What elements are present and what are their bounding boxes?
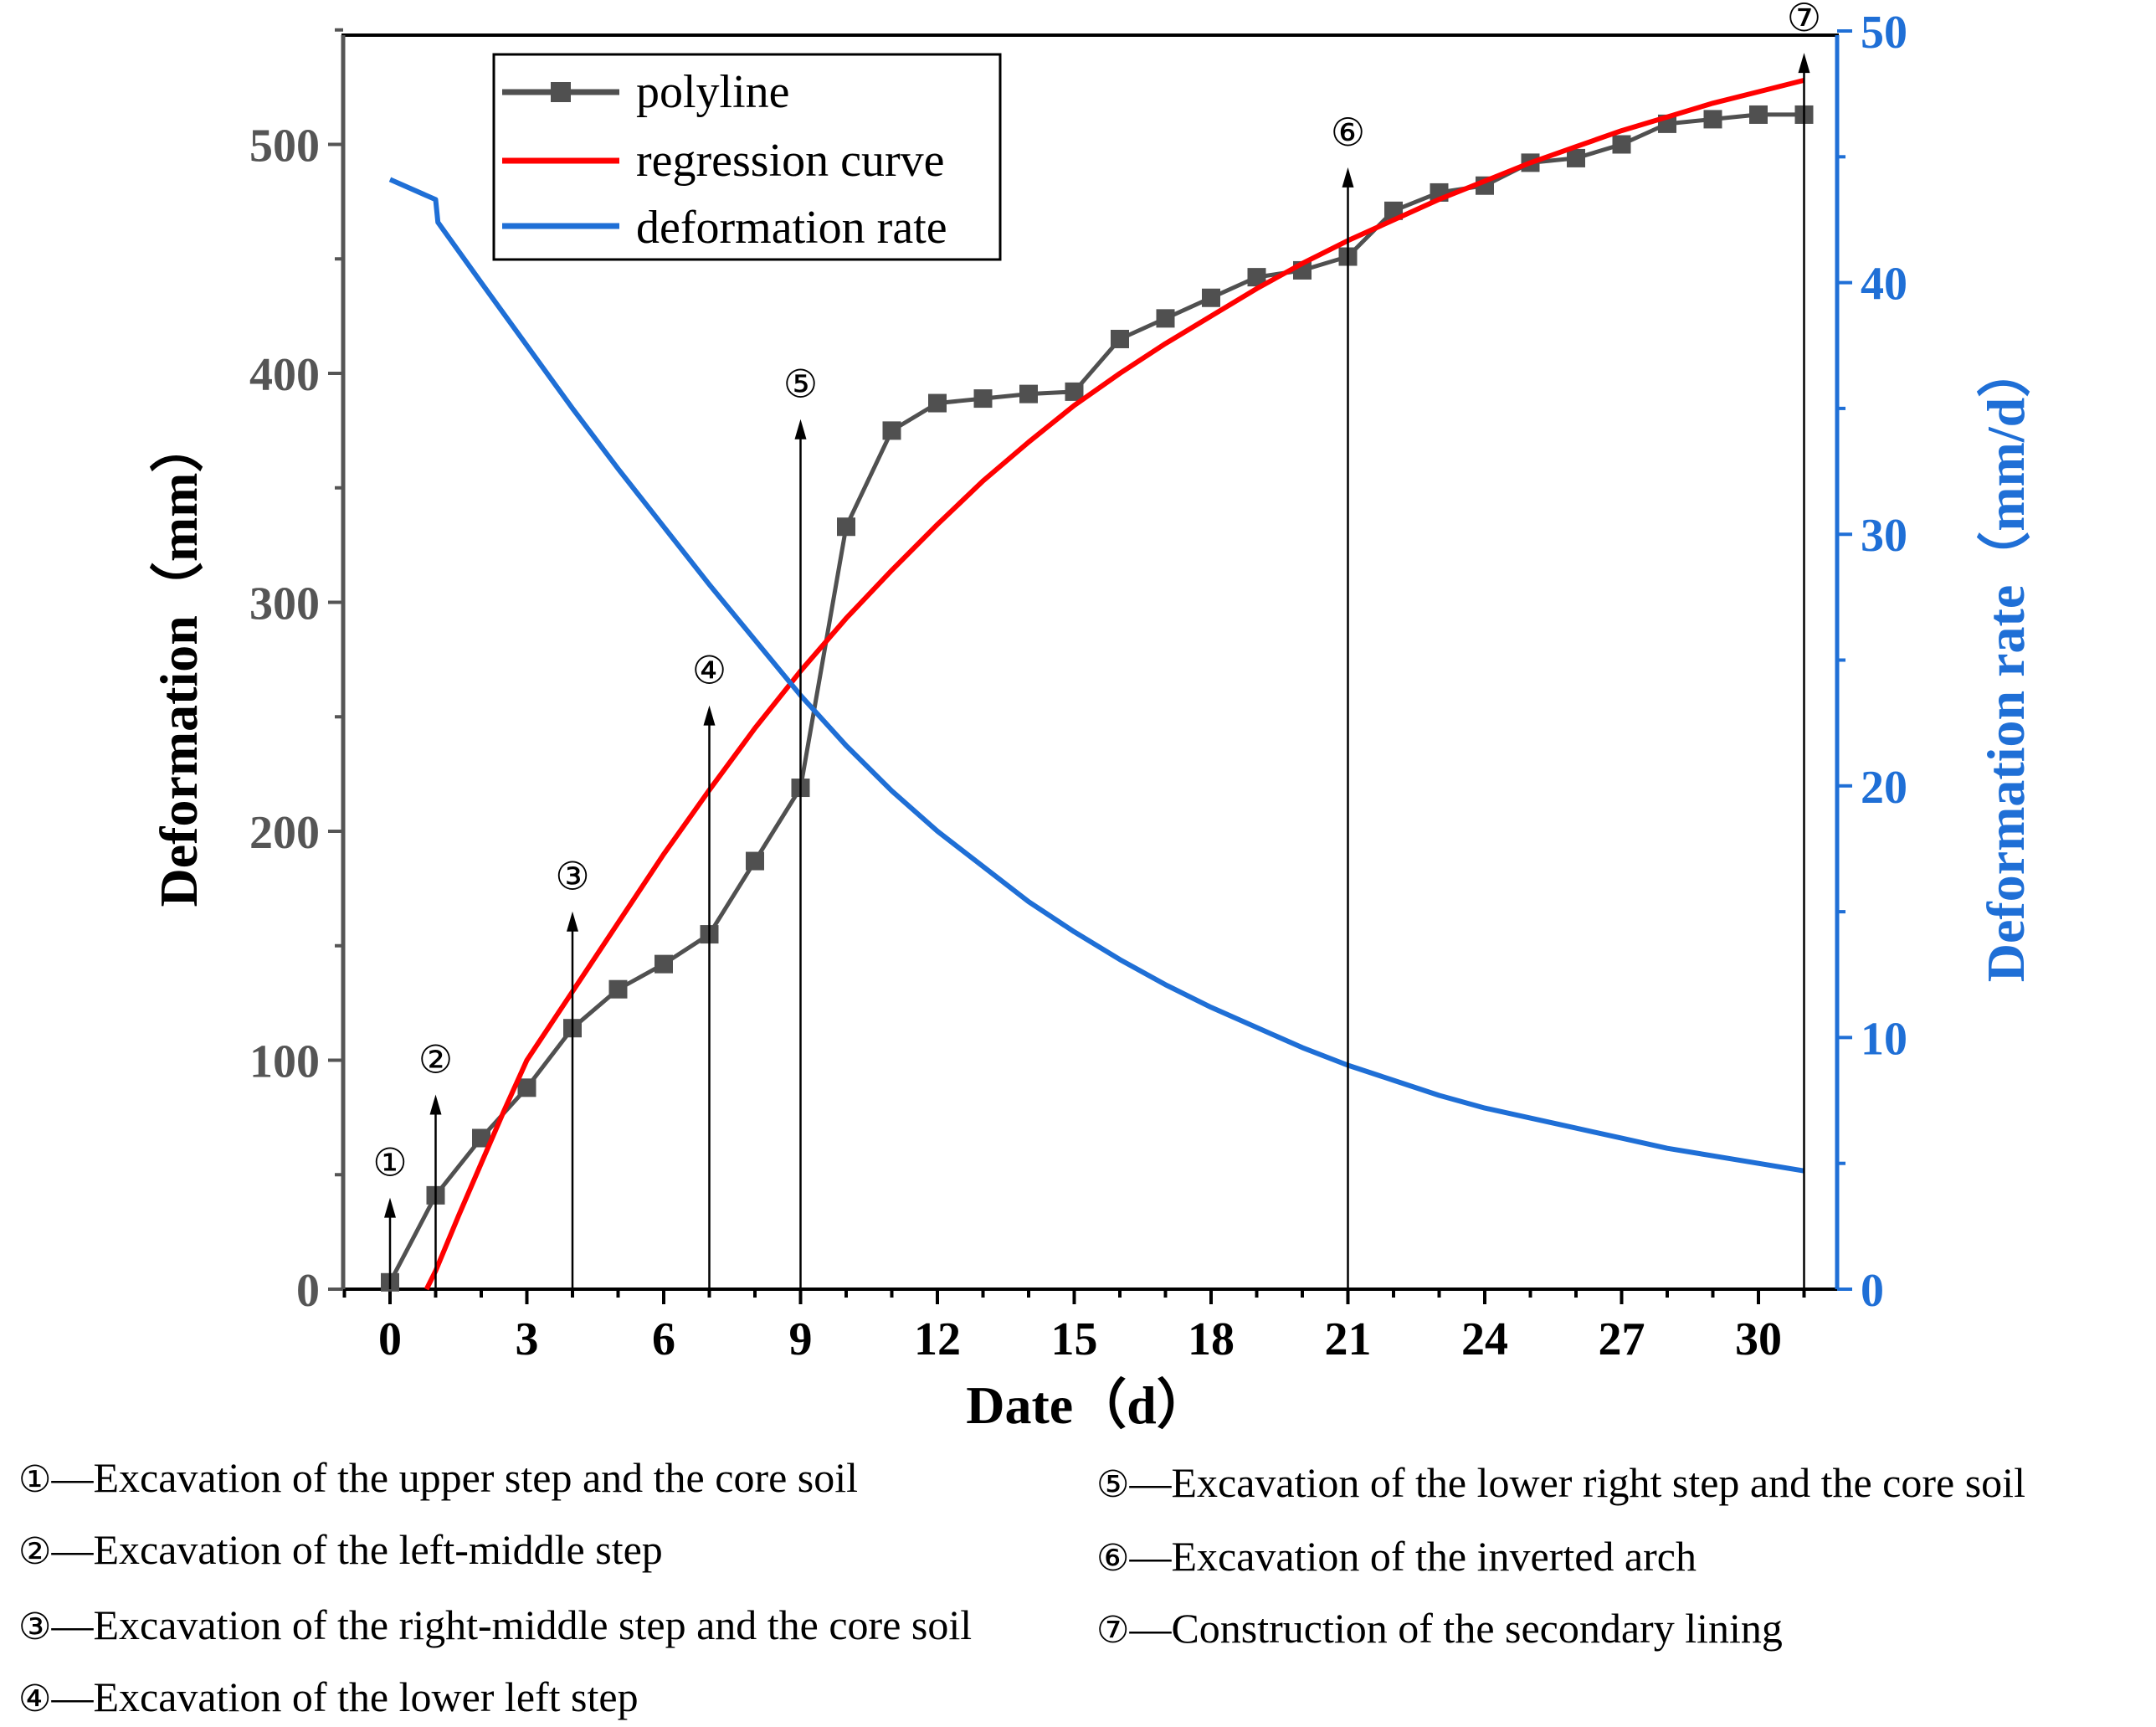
x-tick-label: 0 <box>378 1313 402 1365</box>
y-left-tick-label: 500 <box>249 121 320 172</box>
x-tick-label: 6 <box>652 1313 675 1365</box>
data-point-polyline <box>882 421 901 440</box>
note-6-number: ⑥ <box>1096 1537 1130 1580</box>
x-tick-label: 12 <box>914 1313 961 1365</box>
note-3-number: ③ <box>18 1606 52 1648</box>
x-tick-label: 3 <box>516 1313 539 1365</box>
annotation-label-2: ② <box>418 1037 453 1082</box>
legend-marker-polyline <box>551 82 571 102</box>
data-point-polyline <box>837 517 855 537</box>
annotation-arrowhead-5 <box>794 419 807 439</box>
x-tick-label: 30 <box>1735 1313 1782 1365</box>
annotation-arrowhead-6 <box>1342 167 1354 188</box>
data-point-polyline <box>1202 288 1220 307</box>
annotation-arrowhead-1 <box>384 1197 396 1218</box>
annotation-arrowhead-4 <box>703 705 716 726</box>
note-4-text: —Excavation of the lower left step <box>51 1673 639 1720</box>
note-6-text: —Excavation of the inverted arch <box>1129 1533 1697 1580</box>
x-tick-label: 18 <box>1188 1313 1235 1365</box>
axis-ticks: 0 3 6 9 12 15 18 21 24 27 300100200300400500010203… <box>249 7 1907 1365</box>
series-line-polyline <box>388 112 1804 1283</box>
annotation-label-1: ① <box>372 1140 407 1185</box>
series-layer <box>381 77 1814 1292</box>
note-5-number: ⑤ <box>1096 1463 1130 1506</box>
note-2-text: —Excavation of the left-middle step <box>51 1526 663 1573</box>
series-line-regression-curve <box>424 77 1805 1291</box>
y-right-tick-label: 20 <box>1861 762 1907 814</box>
x-tick-label: 15 <box>1051 1313 1098 1365</box>
legend-label-rate: deformation rate <box>636 202 947 254</box>
legend: polyline regression curve deformation ra… <box>492 53 1002 261</box>
annotation-arrowhead-3 <box>567 911 578 932</box>
data-point-polyline <box>1065 382 1084 401</box>
data-point-polyline <box>1612 135 1631 154</box>
annotation-label-5: ⑤ <box>783 362 818 407</box>
data-point-polyline <box>1703 110 1722 129</box>
y-left-tick-label: 100 <box>249 1036 320 1088</box>
y-axis-title-left: Deformation（mm） <box>149 419 208 907</box>
note-4: ④—Excavation of the lower left step <box>18 1676 639 1718</box>
note-7-text: —Construction of the secondary lining <box>1129 1605 1783 1652</box>
note-1-text: —Excavation of the upper step and the co… <box>51 1454 859 1501</box>
series-line-deformation-rate <box>388 177 1804 1174</box>
x-tick-label: 24 <box>1461 1313 1508 1365</box>
y-left-tick-label: 400 <box>249 349 320 401</box>
data-point-polyline <box>517 1078 536 1097</box>
note-3: ③—Excavation of the right-middle step an… <box>18 1604 972 1646</box>
legend-label-regression: regression curve <box>636 135 945 187</box>
y-right-tick-label: 10 <box>1861 1013 1907 1065</box>
data-point-polyline <box>472 1128 490 1148</box>
legend-label-polyline: polyline <box>636 66 790 118</box>
annotation-arrowhead-7 <box>1798 53 1810 74</box>
data-point-polyline <box>608 979 628 999</box>
annotation-arrowhead-2 <box>429 1094 442 1115</box>
y-right-tick-label: 30 <box>1861 510 1907 562</box>
annotation-layer: ① ② ③ ④ ⑤ ⑥ ⑦ <box>372 0 1821 1289</box>
note-2-number: ② <box>18 1530 52 1573</box>
data-point-polyline <box>654 954 673 974</box>
y-left-tick-label: 300 <box>249 578 320 630</box>
annotation-label-7: ⑦ <box>1787 0 1821 40</box>
annotation-label-6: ⑥ <box>1331 110 1365 155</box>
note-1-number: ① <box>18 1458 52 1501</box>
x-tick-label: 9 <box>789 1313 813 1365</box>
x-tick-label: 21 <box>1325 1313 1372 1365</box>
note-4-number: ④ <box>18 1678 52 1720</box>
y-axis-title-right: Deformation rate（mm/d） <box>1976 344 2035 982</box>
data-point-polyline <box>746 851 764 871</box>
data-point-polyline <box>1111 329 1129 348</box>
note-7: ⑦—Construction of the secondary lining <box>1096 1607 1783 1649</box>
y-right-tick-label: 50 <box>1861 7 1907 59</box>
data-point-polyline <box>1247 268 1266 287</box>
data-point-polyline <box>1019 384 1038 403</box>
data-point-polyline <box>1567 148 1585 167</box>
data-point-polyline <box>1749 105 1768 124</box>
note-5: ⑤—Excavation of the lower right step and… <box>1096 1462 2025 1503</box>
y-left-tick-label: 0 <box>296 1265 320 1317</box>
note-5-text: —Excavation of the lower right step and … <box>1129 1459 2025 1506</box>
x-axis-title: Date（d） <box>966 1375 1210 1435</box>
note-2: ②—Excavation of the left-middle step <box>18 1529 663 1570</box>
note-3-text: —Excavation of the right-middle step and… <box>51 1601 973 1648</box>
data-point-polyline <box>1156 309 1175 328</box>
note-7-number: ⑦ <box>1096 1609 1130 1652</box>
note-1: ①—Excavation of the upper step and the c… <box>18 1457 858 1498</box>
data-point-polyline <box>973 389 993 409</box>
y-left-tick-label: 200 <box>249 807 320 859</box>
annotation-label-3: ③ <box>555 854 589 899</box>
x-tick-label: 27 <box>1599 1313 1645 1365</box>
note-6: ⑥—Excavation of the inverted arch <box>1096 1535 1697 1577</box>
data-point-polyline <box>928 393 947 413</box>
annotation-label-4: ④ <box>692 648 726 693</box>
y-right-tick-label: 40 <box>1861 259 1907 311</box>
y-right-tick-label: 0 <box>1861 1265 1884 1317</box>
